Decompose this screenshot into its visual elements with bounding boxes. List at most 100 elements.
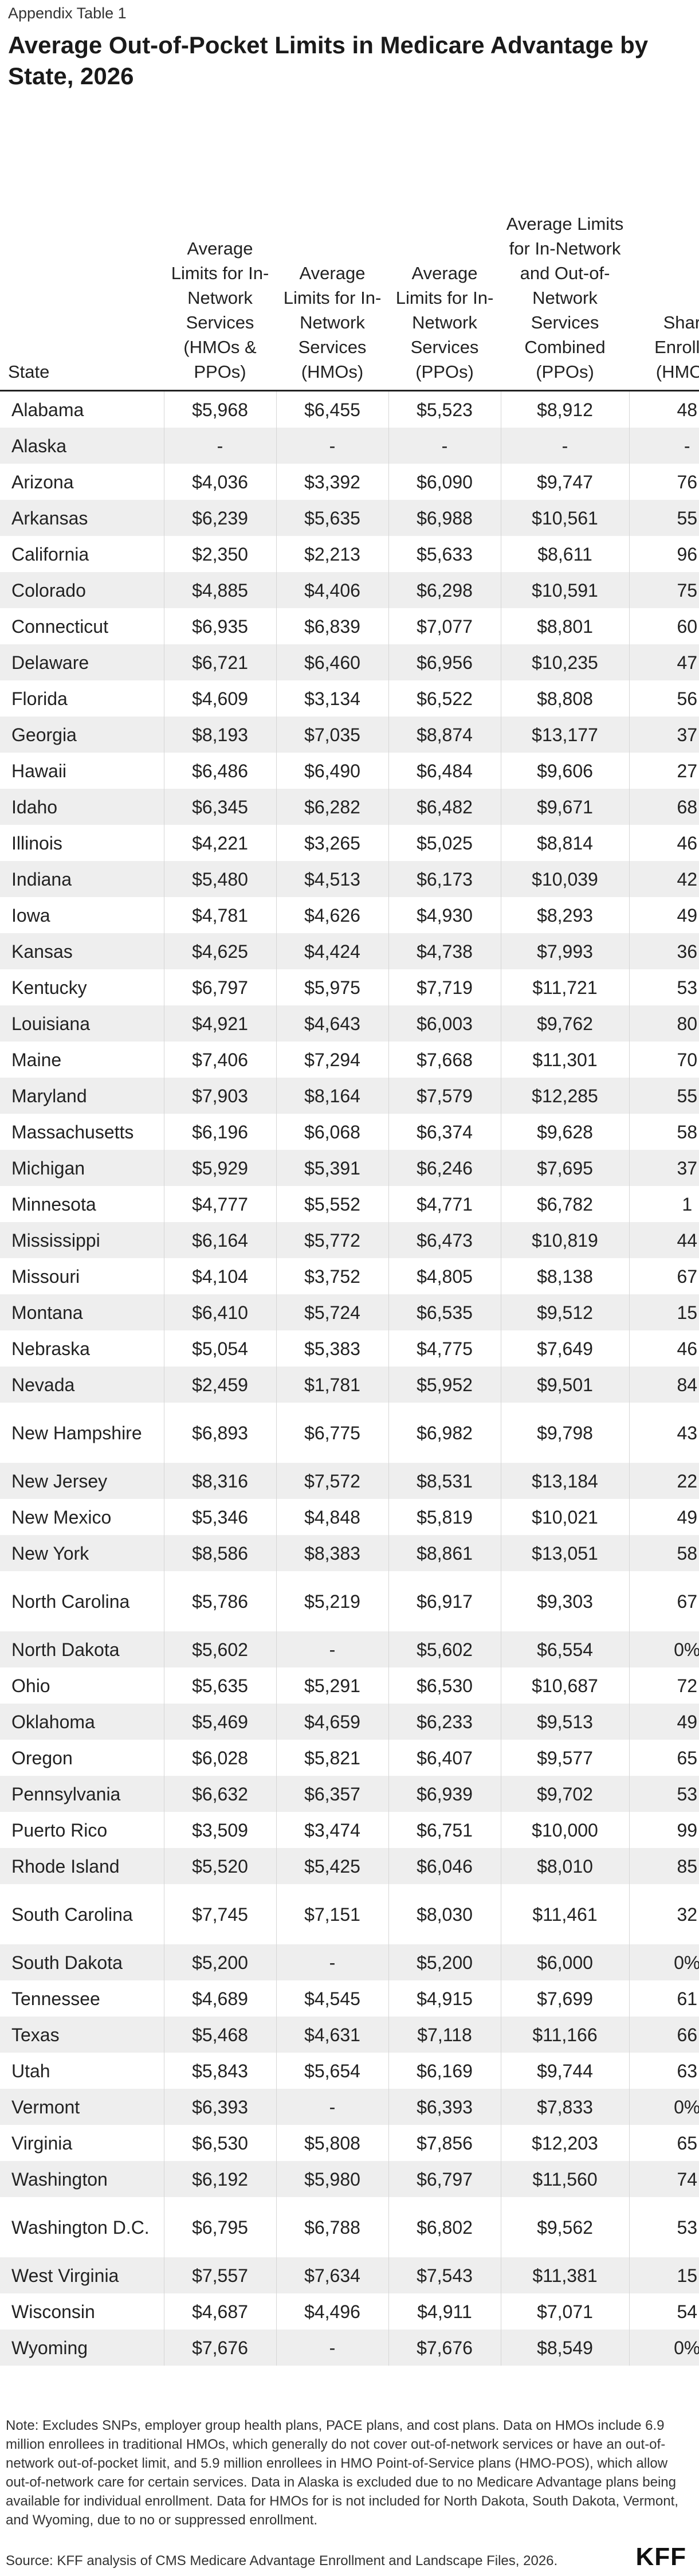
ppo-cell: $4,930	[388, 897, 501, 933]
hmo-cell: $4,848	[276, 1499, 388, 1535]
ppo-cell: $4,911	[388, 2293, 501, 2330]
hmo-ppo-cell: $8,193	[163, 717, 276, 753]
hmo-ppo-cell: $4,609	[163, 680, 276, 717]
hmo-cell: $2,213	[276, 536, 388, 572]
ppo-cell: $5,633	[388, 536, 501, 572]
state-cell: Washington	[0, 2161, 164, 2197]
combined-ppo-cell: $11,301	[500, 1042, 629, 1078]
share-enrolled-cell: 15	[629, 2257, 699, 2293]
ppo-cell: $6,090	[388, 464, 501, 500]
hmo-cell: $5,391	[276, 1150, 388, 1186]
combined-ppo-cell: $12,203	[500, 2125, 629, 2161]
share-enrolled-cell: 63	[629, 2053, 699, 2089]
table-row: Minnesota $4,777 $5,552 $4,771 $6,782 1	[0, 1186, 699, 1222]
share-enrolled-cell: 55	[629, 1078, 699, 1114]
table-row: New Jersey $8,316 $7,572 $8,531 $13,184 22	[0, 1463, 699, 1499]
ppo-cell: $5,819	[388, 1499, 501, 1535]
ppo-cell: $6,173	[388, 861, 501, 897]
share-enrolled-cell: 37	[629, 1150, 699, 1186]
column-header-hmo: Average Limits for In-Network Services (…	[276, 126, 388, 392]
table-row: Louisiana $4,921 $4,643 $6,003 $9,762 80	[0, 1005, 699, 1042]
share-enrolled-cell: 65	[629, 2125, 699, 2161]
share-enrolled-cell: 15	[629, 1294, 699, 1330]
state-cell: South Dakota	[0, 1944, 164, 1980]
state-cell: Tennessee	[11, 1988, 100, 2009]
hmo-cell: $1,781	[276, 1367, 388, 1403]
state-cell: Connecticut	[11, 616, 108, 637]
combined-ppo-cell: $13,177	[500, 717, 629, 753]
table-row: Arkansas $6,239 $5,635 $6,988 $10,561 55	[0, 500, 699, 536]
column-header-hmo-ppo: Average Limits for In-Network Services (…	[164, 126, 276, 392]
ppo-cell: $6,003	[388, 1005, 501, 1042]
ppo-cell: $5,952	[388, 1367, 501, 1403]
share-enrolled-cell: 48	[629, 390, 699, 428]
ppo-cell: $6,939	[388, 1776, 501, 1812]
share-enrolled-cell: 84	[629, 1367, 699, 1403]
hmo-cell: -	[276, 2089, 388, 2125]
combined-ppo-cell: $11,166	[500, 2017, 629, 2053]
ppo-cell: $6,535	[388, 1294, 501, 1330]
combined-ppo-cell: $10,039	[500, 861, 629, 897]
share-enrolled-cell: 75	[629, 572, 699, 608]
state-cell: Alaska	[0, 428, 164, 464]
hmo-ppo-cell: $5,054	[163, 1330, 276, 1367]
hmo-cell: $4,496	[276, 2293, 388, 2330]
hmo-ppo-cell: $7,745	[163, 1884, 276, 1944]
hmo-ppo-cell: $6,393	[163, 2089, 276, 2125]
ppo-cell: $5,025	[388, 825, 501, 861]
hmo-ppo-cell: $5,480	[163, 861, 276, 897]
table-row: Indiana $5,480 $4,513 $6,173 $10,039 42	[0, 861, 699, 897]
hmo-ppo-cell: $5,929	[163, 1150, 276, 1186]
hmo-cell: $3,265	[276, 825, 388, 861]
table-row: Rhode Island $5,520 $5,425 $6,046 $8,010 85	[0, 1848, 699, 1884]
state-cell: Colorado	[0, 572, 164, 608]
hmo-cell: $4,626	[276, 897, 388, 933]
hmo-cell: $3,474	[276, 1812, 388, 1848]
combined-ppo-cell: -	[500, 428, 629, 464]
hmo-cell: -	[276, 1631, 388, 1667]
hmo-ppo-cell: $6,893	[163, 1403, 276, 1463]
ppo-cell: $6,522	[388, 680, 501, 717]
combined-ppo-cell: $12,285	[500, 1078, 629, 1114]
table-row: Michigan $5,929 $5,391 $6,246 $7,695 37	[0, 1150, 699, 1186]
ppo-cell: $7,543	[388, 2257, 501, 2293]
hmo-ppo-cell: $5,200	[163, 1944, 276, 1980]
combined-ppo-cell: $8,138	[500, 1258, 629, 1294]
state-cell: Rhode Island	[0, 1848, 164, 1884]
state-cell: Missouri	[11, 1266, 80, 1287]
state-cell: Puerto Rico	[11, 1819, 108, 1841]
ppo-cell: $4,805	[388, 1258, 501, 1294]
combined-ppo-cell: $8,293	[500, 897, 629, 933]
share-enrolled-cell: 42	[629, 861, 699, 897]
state-cell: California	[11, 543, 89, 565]
share-enrolled-cell: 85	[629, 1848, 699, 1884]
table-row: New York $8,586 $8,383 $8,861 $13,051 58	[0, 1535, 699, 1571]
hmo-ppo-cell: $5,602	[163, 1631, 276, 1667]
ppo-cell: $6,751	[388, 1812, 501, 1848]
table-row: Montana $6,410 $5,724 $6,535 $9,512 15	[0, 1294, 699, 1330]
hmo-ppo-cell: $5,843	[163, 2053, 276, 2089]
share-enrolled-cell: 58	[629, 1114, 699, 1150]
column-header-state: State	[0, 126, 164, 392]
ppo-cell: $7,118	[388, 2017, 501, 2053]
table-row: North Carolina $5,786 $5,219 $6,917 $9,303 67	[0, 1571, 699, 1631]
ppo-cell: $7,719	[388, 969, 501, 1005]
combined-ppo-cell: $11,560	[500, 2161, 629, 2197]
page-title: Average Out-of-Pocket Limits in Medicare…	[8, 32, 649, 89]
combined-ppo-cell: $8,912	[500, 390, 629, 428]
share-enrolled-cell: 58	[629, 1535, 699, 1571]
state-cell: Massachusetts	[11, 1121, 134, 1142]
hmo-ppo-cell: $7,676	[163, 2330, 276, 2366]
share-enrolled-cell: 49	[629, 1704, 699, 1740]
table-container: State Average Limits for In-Network Serv…	[0, 126, 699, 2393]
ppo-cell: -	[388, 428, 501, 464]
hmo-cell: $6,775	[276, 1403, 388, 1463]
ppo-cell: $5,602	[388, 1631, 501, 1667]
share-enrolled-cell: 32	[629, 1884, 699, 1944]
table-row: Connecticut $6,935 $6,839 $7,077 $8,801 60	[0, 608, 699, 644]
oop-limits-table: State Average Limits for In-Network Serv…	[0, 126, 699, 2366]
combined-ppo-cell: $13,184	[500, 1463, 629, 1499]
state-cell: Utah	[11, 2060, 50, 2081]
table-row: Arizona $4,036 $3,392 $6,090 $9,747 76	[0, 464, 699, 500]
hmo-cell: $6,357	[276, 1776, 388, 1812]
